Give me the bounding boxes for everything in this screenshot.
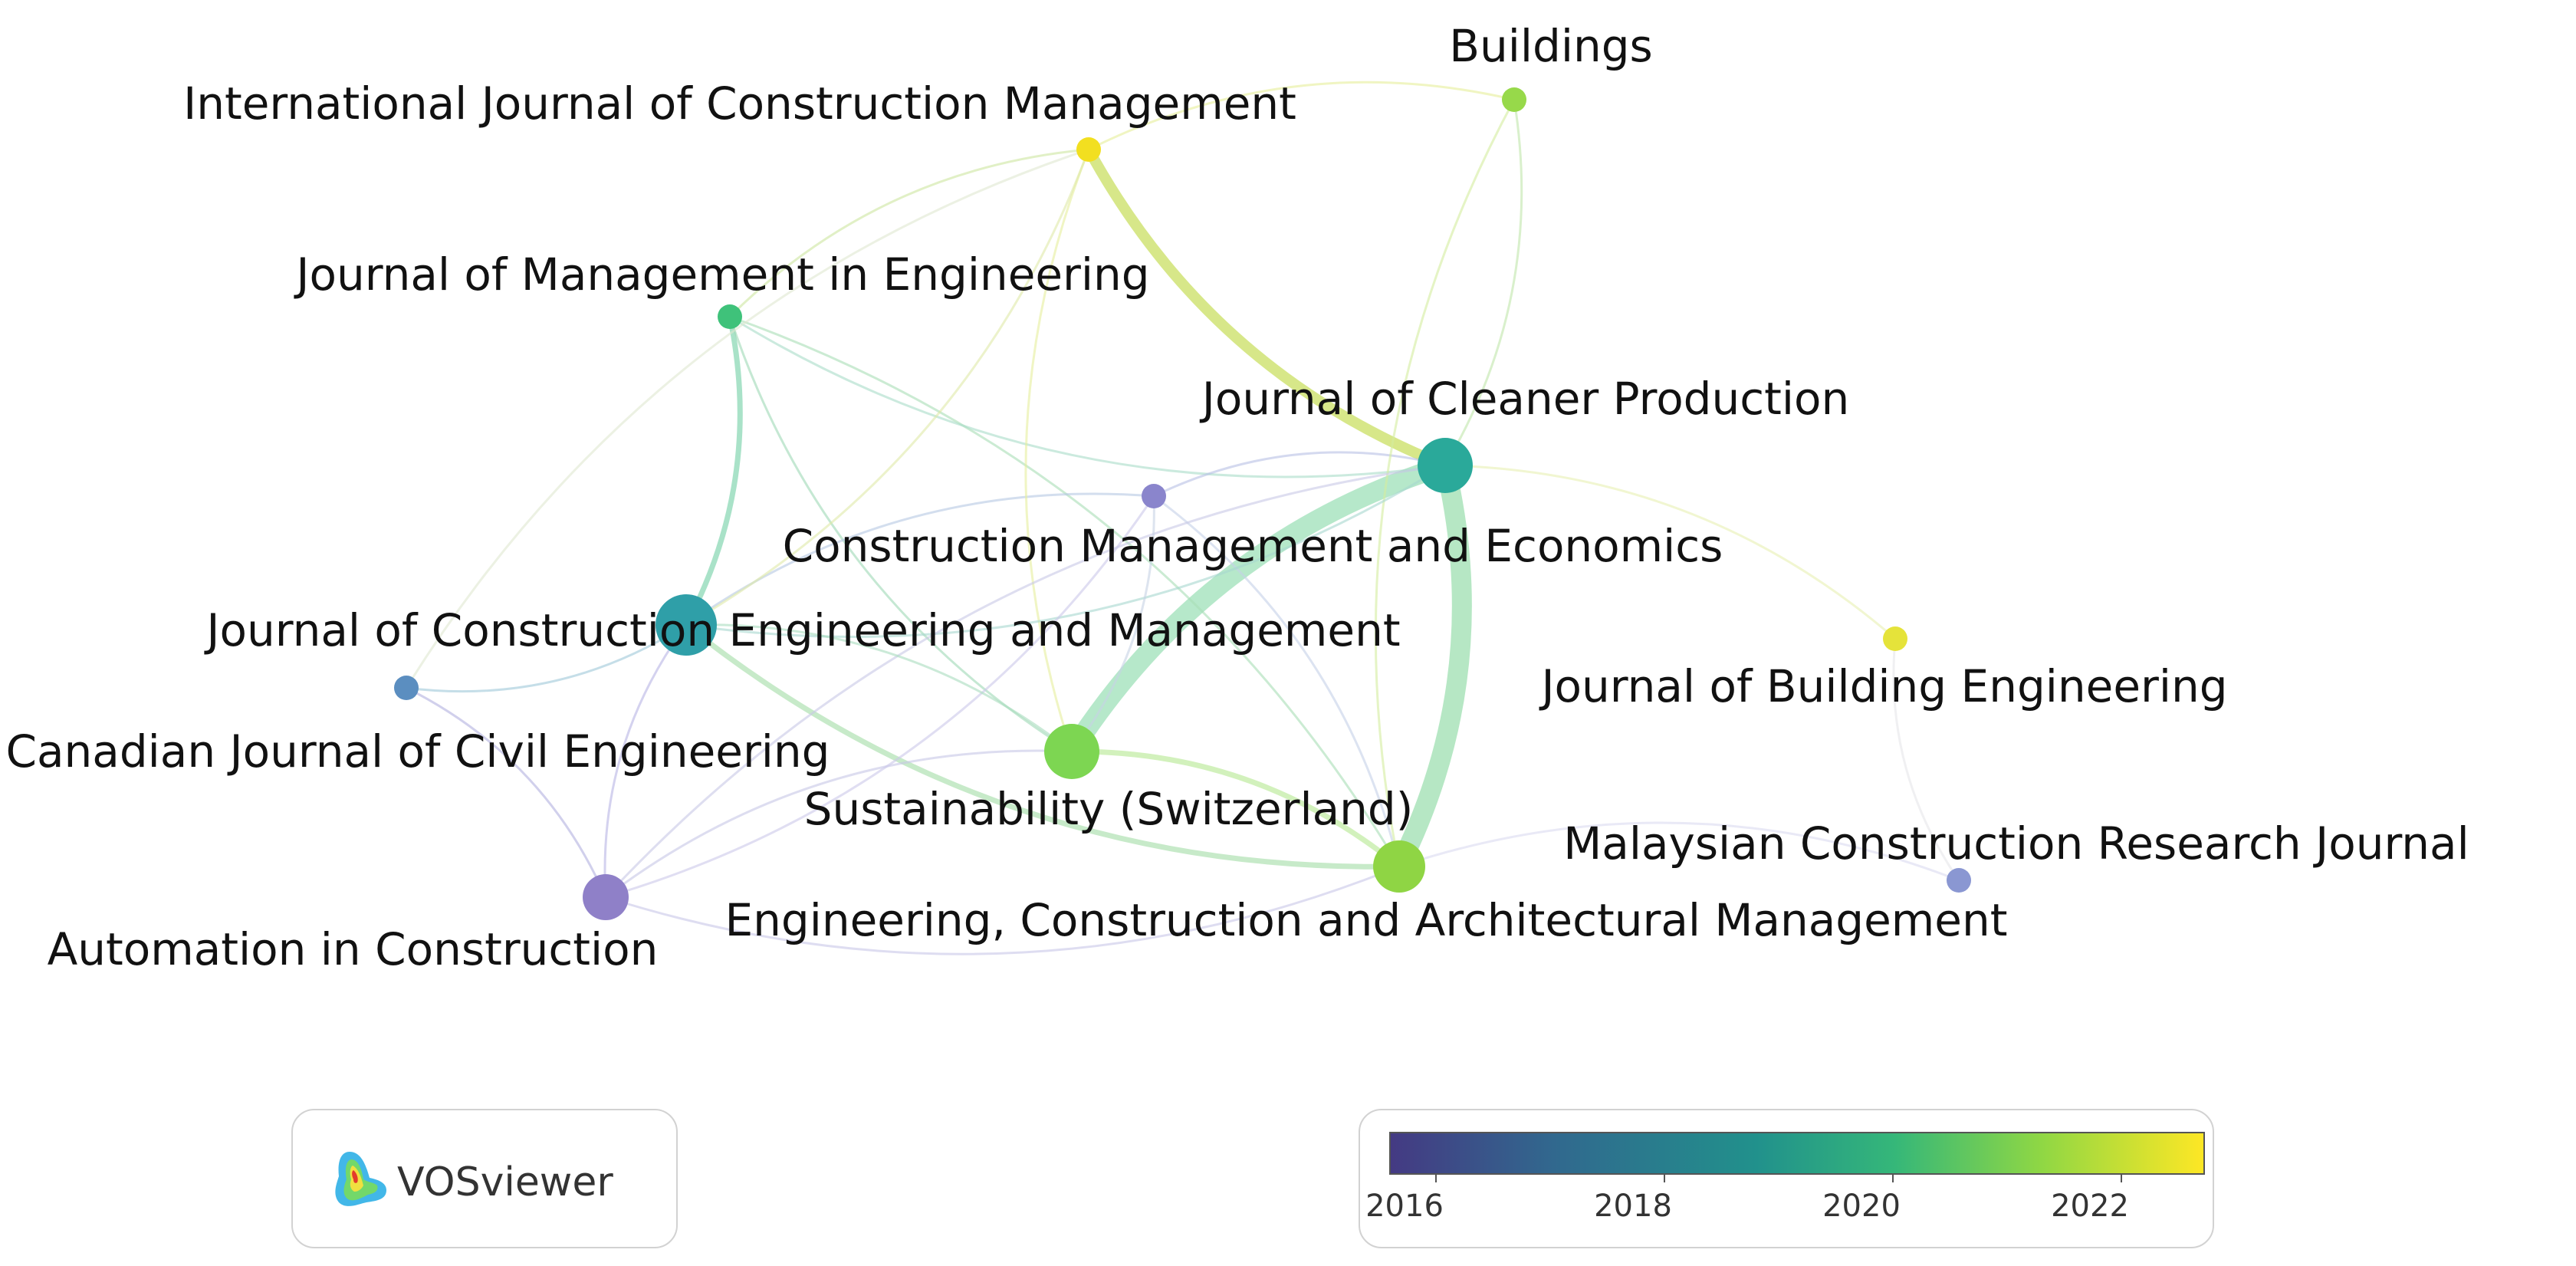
node-label-jbe[interactable]: Journal of Building Engineering <box>1539 660 2227 712</box>
legend-label-2016: 2016 <box>1365 1189 1444 1224</box>
network-node-ecam[interactable] <box>1373 840 1425 893</box>
node-label-aic[interactable]: Automation in Construction <box>48 923 659 975</box>
network-link <box>1083 144 1451 471</box>
node-label-sust[interactable]: Sustainability (Switzerland) <box>804 783 1414 835</box>
vosviewer-heatmap-icon <box>335 1152 386 1206</box>
network-link <box>1087 81 1516 151</box>
network-link <box>683 314 743 628</box>
network-link <box>728 148 1090 318</box>
node-label-mcrj[interactable]: Malaysian Construction Research Journal <box>1563 817 2469 870</box>
network-node-mcrj[interactable] <box>1947 868 1971 893</box>
node-label-ijcm[interactable]: International Journal of Construction Ma… <box>183 77 1296 130</box>
network-link <box>1444 98 1523 467</box>
node-label-cme[interactable]: Construction Management and Economics <box>783 520 1723 572</box>
network-link <box>728 315 1401 868</box>
node-label-jceam[interactable]: Journal of Construction Engineering and … <box>204 604 1400 656</box>
network-link <box>1062 455 1455 761</box>
network-node-buildings[interactable] <box>1502 87 1526 112</box>
network-link <box>604 749 1073 899</box>
network-nodes <box>394 87 1971 920</box>
legend-label-2018: 2018 <box>1594 1189 1672 1224</box>
network-link <box>405 623 688 693</box>
network-link <box>1024 148 1090 753</box>
network-node-jceam[interactable] <box>656 594 717 656</box>
node-label-jme[interactable]: Journal of Management in Engineering <box>294 248 1149 301</box>
network-link <box>604 495 1155 899</box>
legend-tick <box>1892 1175 1894 1182</box>
network-link <box>604 865 1401 955</box>
network-link <box>1152 495 1401 868</box>
network-link <box>685 464 1447 638</box>
color-scale-gradient <box>1389 1132 2205 1175</box>
node-label-ecam[interactable]: Engineering, Construction and Architectu… <box>725 894 2008 946</box>
network-link <box>1389 455 1472 876</box>
network-link <box>604 464 1447 899</box>
network-link <box>685 148 1090 626</box>
network-link <box>405 686 607 899</box>
color-scale-legend: 2016 2018 2020 2022 <box>1359 1109 2214 1248</box>
vosviewer-logo: VOSviewer <box>291 1109 678 1248</box>
network-node-cme[interactable] <box>1142 484 1166 508</box>
network-node-sust[interactable] <box>1044 724 1099 779</box>
node-label-jcp[interactable]: Journal of Cleaner Production <box>1200 373 1850 425</box>
network-node-ijcm[interactable] <box>1076 137 1101 162</box>
network-links <box>405 81 1960 955</box>
node-label-cjce[interactable]: Canadian Journal of Civil Engineering <box>6 725 830 778</box>
network-node-jme[interactable] <box>718 304 742 329</box>
legend-tick <box>1435 1175 1437 1182</box>
network-link <box>1444 464 1897 640</box>
legend-label-2022: 2022 <box>2051 1189 2129 1224</box>
vosviewer-logo-text: VOSviewer <box>397 1159 613 1205</box>
network-link <box>1398 821 1960 882</box>
network-link <box>683 622 1402 870</box>
network-node-jcp[interactable] <box>1418 438 1473 493</box>
node-label-buildings[interactable]: Buildings <box>1449 20 1653 72</box>
network-link <box>1892 637 1960 882</box>
legend-label-2020: 2020 <box>1822 1189 1901 1224</box>
network-link <box>1070 495 1155 753</box>
network-link <box>685 623 1073 753</box>
network-link <box>1069 748 1402 870</box>
network-node-cjce[interactable] <box>394 676 419 700</box>
network-node-jbe[interactable] <box>1883 626 1907 651</box>
network-link <box>1374 98 1516 868</box>
legend-tick <box>1664 1175 1665 1182</box>
network-link <box>405 148 1090 689</box>
network-labels: International Journal of Construction Ma… <box>6 20 2469 975</box>
network-link <box>603 623 688 899</box>
legend-tick <box>2121 1175 2122 1182</box>
network-node-aic[interactable] <box>583 874 629 920</box>
network-link <box>728 315 1447 478</box>
network-link <box>1152 451 1447 498</box>
